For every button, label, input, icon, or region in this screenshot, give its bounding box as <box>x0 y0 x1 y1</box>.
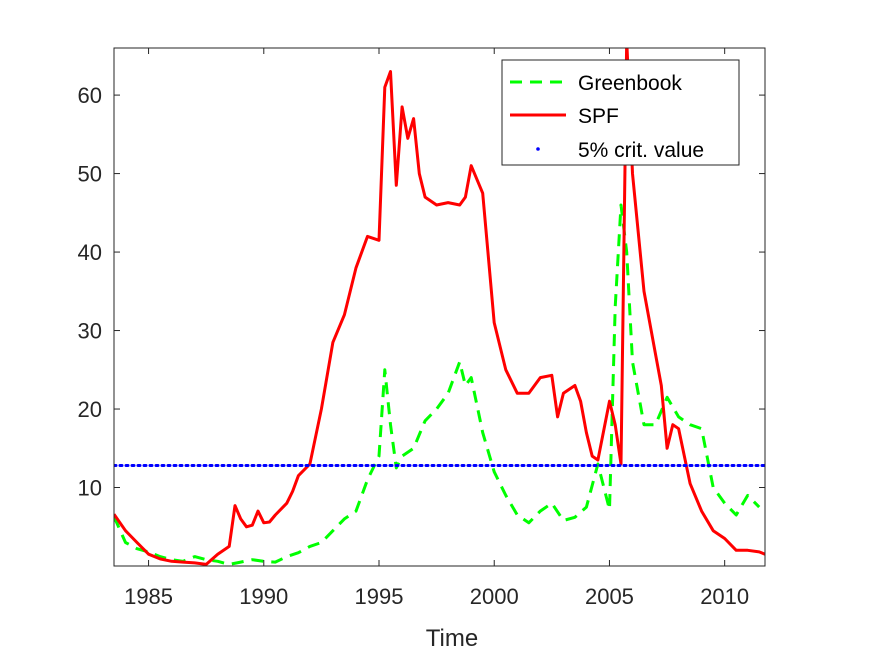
y-tick-label: 40 <box>78 240 102 265</box>
x-tick-label: 2010 <box>700 584 749 609</box>
y-tick-label: 30 <box>78 319 102 344</box>
y-tick-label: 50 <box>78 162 102 187</box>
series-lines <box>114 48 765 566</box>
x-tick-label: 2005 <box>585 584 634 609</box>
x-tick-label: 1995 <box>355 584 404 609</box>
y-tick-label: 10 <box>78 476 102 501</box>
series-line-spf <box>114 48 765 566</box>
x-axis-ticks: 1985 1990 1995 2000 2005 2010 <box>124 48 749 609</box>
x-tick-label: 1985 <box>124 584 173 609</box>
legend-label-critical-value: 5% crit. value <box>578 139 704 162</box>
legend-swatch-critical-value <box>536 147 540 151</box>
legend-label-spf: SPF <box>578 105 619 128</box>
y-axis-ticks: 10 20 30 40 50 60 <box>78 83 765 501</box>
x-tick-label: 1990 <box>239 584 288 609</box>
y-tick-label: 60 <box>78 83 102 108</box>
plot-frame <box>113 47 766 567</box>
x-axis-label: Time <box>426 625 478 652</box>
legend-box <box>501 59 740 166</box>
y-tick-label: 20 <box>78 397 102 422</box>
x-tick-label: 2000 <box>470 584 519 609</box>
legend-label-greenbook: Greenbook <box>578 72 682 95</box>
legend: Greenbook SPF 5% crit. value <box>501 59 740 166</box>
series-line-greenbook <box>114 203 761 566</box>
